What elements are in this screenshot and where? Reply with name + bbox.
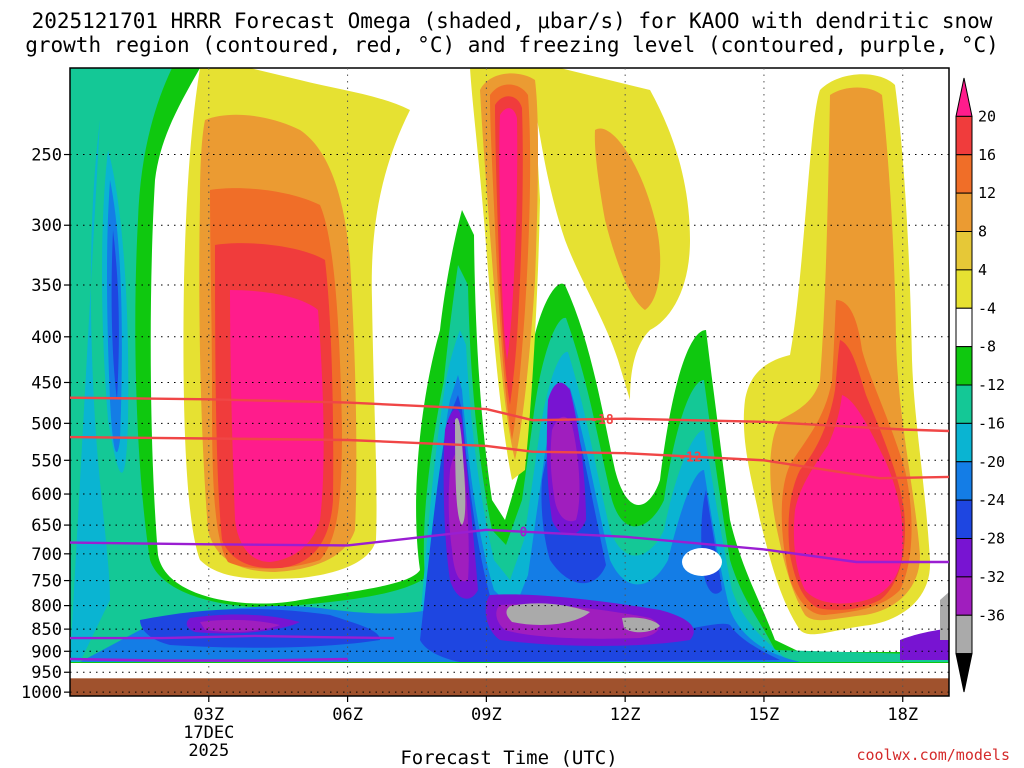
colorbar-segment — [955, 461, 973, 501]
x-tick-label: 09Z — [471, 705, 502, 725]
colorbar-label: 12 — [978, 184, 996, 202]
colorbar-label: -4 — [978, 299, 996, 317]
y-tick-label: 250 — [31, 146, 62, 166]
x-tick-label: 15Z — [749, 705, 780, 725]
x-tick-label: 03Z — [193, 705, 224, 725]
colorbar-segment — [955, 499, 973, 539]
y-tick-label: 650 — [31, 516, 62, 536]
colorbar-label: -20 — [978, 453, 1005, 471]
y-tick-label: 750 — [31, 572, 62, 592]
colorbar-label: -24 — [978, 491, 1005, 509]
contour-line — [69, 657, 348, 662]
y-tick-label: 700 — [31, 545, 62, 565]
omega-shading — [70, 68, 949, 696]
omega-fill — [70, 68, 949, 663]
colorbar-label: 4 — [978, 261, 987, 279]
contour-label: -12 — [678, 451, 701, 466]
y-tick-label: 900 — [31, 642, 62, 662]
colorbar-segment — [955, 231, 973, 271]
y-tick-label: 350 — [31, 276, 62, 296]
colorbar-label: 20 — [978, 107, 996, 125]
colorbar-segment — [955, 269, 973, 309]
contour-line — [69, 396, 950, 433]
omega-fill — [499, 108, 518, 360]
colorbar-label: 8 — [978, 223, 987, 241]
x-axis-label: Forecast Time (UTC) — [400, 747, 617, 768]
colorbar-label: 16 — [978, 146, 996, 164]
contour-label: -18 — [590, 413, 614, 428]
colorbar-segment — [955, 154, 973, 194]
colorbar-arrow-bottom — [955, 653, 973, 693]
y-tick-label: 850 — [31, 620, 62, 640]
colorbar-segment — [955, 614, 973, 655]
contour-line — [70, 634, 394, 640]
omega-fill — [200, 416, 659, 639]
colorbar-segment — [955, 576, 973, 616]
y-tick-label: 500 — [31, 414, 62, 434]
credit-link[interactable]: coolwx.com/models — [856, 746, 1010, 764]
x-tick-label: 18Z — [887, 705, 918, 725]
colorbar-label: -28 — [978, 530, 1005, 548]
colorbar-segment — [955, 192, 973, 232]
ground-surface — [70, 678, 949, 696]
contour-line — [69, 435, 950, 480]
colorbar-segment — [955, 115, 973, 156]
y-tick-label: 450 — [31, 373, 62, 393]
omega-fill — [793, 395, 903, 604]
y-tick-label: 300 — [31, 216, 62, 236]
omega-fill — [682, 548, 722, 576]
colorbar-label: -8 — [978, 338, 996, 356]
x-date-label: 17DEC — [183, 723, 234, 743]
colorbar-segment — [955, 384, 973, 424]
omega-fill — [70, 68, 949, 662]
colorbar: 20 16 12 8 4 -4 -8 -12 -16 -20 -24 -28 -32 -36 — [955, 77, 1005, 693]
y-tick-label: 1000 — [21, 683, 62, 703]
x-tick-label: 12Z — [610, 705, 641, 725]
chart-title-line-1: 2025121701 HRRR Forecast Omega (shaded, … — [31, 9, 993, 33]
x-tick-label: 06Z — [332, 705, 363, 725]
colorbar-segment — [955, 346, 973, 386]
grid — [70, 68, 949, 696]
y-axis: 2503003504004505005506006507007508008509… — [21, 146, 70, 703]
chart-title-line-2: growth region (contoured, red, °C) and f… — [25, 33, 999, 57]
colorbar-arrow-top — [955, 77, 973, 117]
y-tick-label: 400 — [31, 328, 62, 348]
colorbar-segment — [955, 538, 973, 578]
colorbar-label: -16 — [978, 414, 1005, 432]
y-tick-label: 600 — [31, 485, 62, 505]
colorbar-segment — [955, 307, 973, 348]
contour-line — [69, 528, 949, 564]
colorbar-segment — [955, 422, 973, 463]
y-tick-label: 950 — [31, 663, 62, 683]
colorbar-label: -32 — [978, 568, 1005, 586]
contour-label: 0 — [519, 526, 527, 541]
omega-fill — [186, 382, 949, 660]
x-date-label: 2025 — [188, 741, 229, 761]
contour-lines: -18 -12 0 — [69, 396, 950, 662]
y-tick-label: 550 — [31, 451, 62, 471]
colorbar-label: -36 — [978, 606, 1005, 624]
y-tick-label: 800 — [31, 597, 62, 617]
colorbar-label: -12 — [978, 376, 1005, 394]
omega-fill — [230, 290, 324, 562]
